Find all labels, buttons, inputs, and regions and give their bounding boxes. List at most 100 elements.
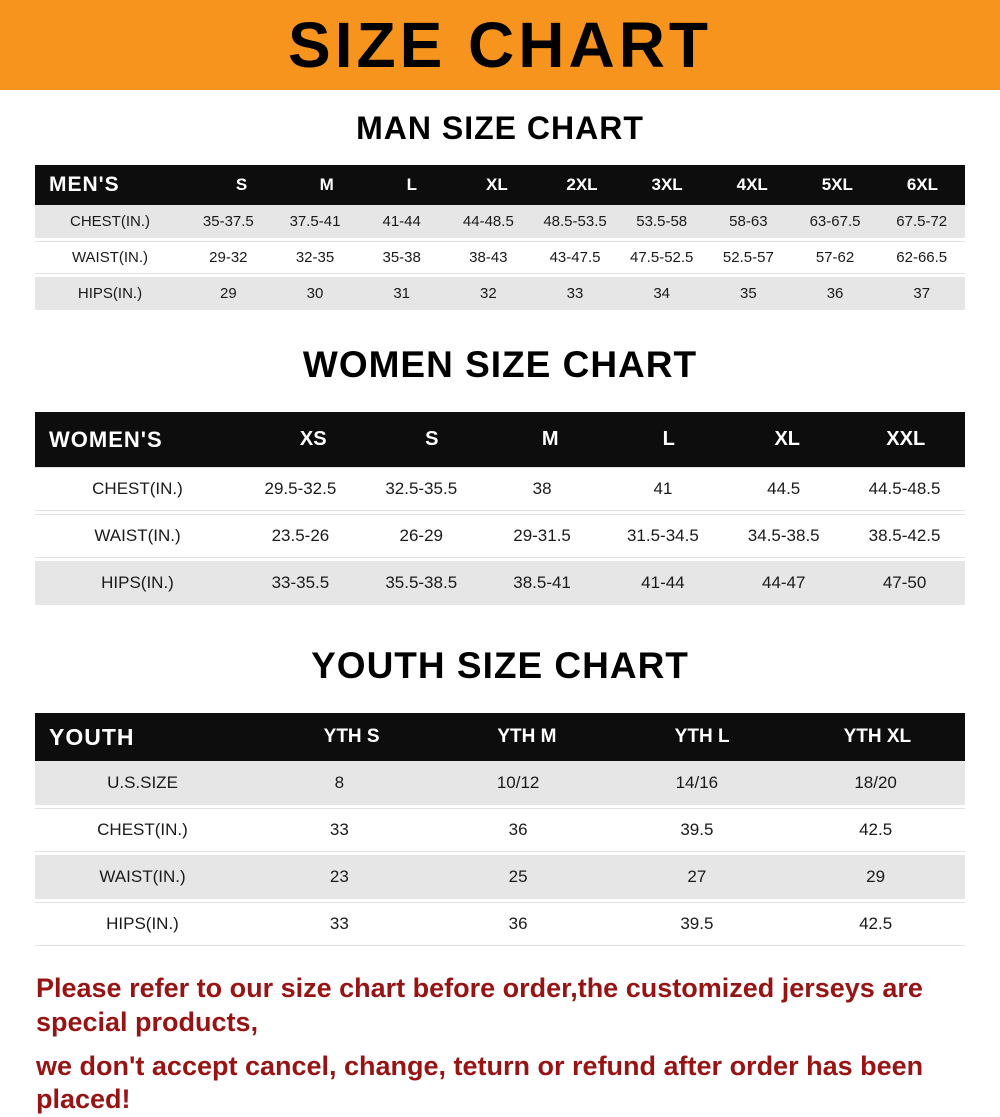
size-value-cell: 33 <box>250 820 429 840</box>
size-value-cell: 29 <box>185 285 272 302</box>
size-value-cell: 23.5-26 <box>240 526 361 546</box>
size-value-cell: 33-35.5 <box>240 573 361 593</box>
size-column-header: L <box>610 428 729 451</box>
size-value-cell: 38.5-41 <box>482 573 603 593</box>
table-name-cell: YOUTH <box>35 724 264 751</box>
table-name-cell: MEN'S <box>35 173 199 197</box>
size-value-cell: 58-63 <box>705 213 792 230</box>
size-value-cell: 14/16 <box>608 773 787 793</box>
size-value-cell: 52.5-57 <box>705 249 792 266</box>
size-column-header: 5XL <box>795 175 880 195</box>
row-label: HIPS(IN.) <box>35 285 185 302</box>
footer-note: Please refer to our size chart before or… <box>36 972 976 1117</box>
size-value-cell: 27 <box>608 867 787 887</box>
row-label: CHEST(IN.) <box>35 479 240 499</box>
size-value-cell: 36 <box>429 820 608 840</box>
row-label: WAIST(IN.) <box>35 526 240 546</box>
size-value-cell: 33 <box>532 285 619 302</box>
size-column-header: 6XL <box>880 175 965 195</box>
row-label: HIPS(IN.) <box>35 573 240 593</box>
size-column-header: S <box>199 175 284 195</box>
size-value-cell: 63-67.5 <box>792 213 879 230</box>
size-value-cell: 36 <box>429 914 608 934</box>
size-value-cell: 48.5-53.5 <box>532 213 619 230</box>
size-value-cell: 41 <box>602 479 723 499</box>
size-column-header: L <box>369 175 454 195</box>
row-label: CHEST(IN.) <box>35 820 250 840</box>
size-value-cell: 37 <box>878 285 965 302</box>
row-label: CHEST(IN.) <box>35 213 185 230</box>
size-value-cell: 37.5-41 <box>272 213 359 230</box>
size-column-header: 4XL <box>710 175 795 195</box>
size-value-cell: 39.5 <box>608 820 787 840</box>
size-value-cell: 32-35 <box>272 249 359 266</box>
size-value-cell: 44.5-48.5 <box>844 479 965 499</box>
size-value-cell: 8 <box>250 773 429 793</box>
size-value-cell: 38 <box>482 479 603 499</box>
row-label: WAIST(IN.) <box>35 867 250 887</box>
size-value-cell: 35 <box>705 285 792 302</box>
size-value-cell: 26-29 <box>361 526 482 546</box>
size-column-header: YTH XL <box>790 726 965 748</box>
size-value-cell: 29-31.5 <box>482 526 603 546</box>
size-value-cell: 33 <box>250 914 429 934</box>
size-value-cell: 29.5-32.5 <box>240 479 361 499</box>
size-value-cell: 10/12 <box>429 773 608 793</box>
youth-section-heading: YOUTH SIZE CHART <box>0 645 1000 687</box>
size-value-cell: 44.5 <box>723 479 844 499</box>
size-value-cell: 25 <box>429 867 608 887</box>
size-value-cell: 30 <box>272 285 359 302</box>
size-value-cell: 38-43 <box>445 249 532 266</box>
size-value-cell: 42.5 <box>786 820 965 840</box>
size-value-cell: 35.5-38.5 <box>361 573 482 593</box>
size-value-cell: 32.5-35.5 <box>361 479 482 499</box>
size-value-cell: 34 <box>618 285 705 302</box>
size-value-cell: 29 <box>786 867 965 887</box>
size-column-header: XS <box>254 428 373 451</box>
size-value-cell: 39.5 <box>608 914 787 934</box>
size-value-cell: 44-47 <box>723 573 844 593</box>
size-value-cell: 38.5-42.5 <box>844 526 965 546</box>
size-value-cell: 42.5 <box>786 914 965 934</box>
size-value-cell: 35-38 <box>358 249 445 266</box>
size-value-cell: 31.5-34.5 <box>602 526 723 546</box>
size-value-cell: 53.5-58 <box>618 213 705 230</box>
size-value-cell: 62-66.5 <box>878 249 965 266</box>
size-value-cell: 57-62 <box>792 249 879 266</box>
banner: SIZE CHART <box>0 0 1000 90</box>
size-value-cell: 47.5-52.5 <box>618 249 705 266</box>
size-value-cell: 41-44 <box>602 573 723 593</box>
size-value-cell: 34.5-38.5 <box>723 526 844 546</box>
footer-line-1: Please refer to our size chart before or… <box>36 972 976 1040</box>
footer-line-2: we don't accept cancel, change, teturn o… <box>36 1050 976 1117</box>
size-value-cell: 23 <box>250 867 429 887</box>
size-column-header: M <box>284 175 369 195</box>
table-name-cell: WOMEN'S <box>35 427 254 453</box>
size-column-header: XL <box>728 428 847 451</box>
men-section-heading: MAN SIZE CHART <box>0 110 1000 147</box>
row-label: WAIST(IN.) <box>35 249 185 266</box>
size-column-header: YTH L <box>615 726 790 748</box>
size-column-header: YTH S <box>264 726 439 748</box>
size-column-header: XL <box>454 175 539 195</box>
size-value-cell: 43-47.5 <box>532 249 619 266</box>
size-value-cell: 32 <box>445 285 532 302</box>
size-value-cell: 31 <box>358 285 445 302</box>
size-value-cell: 41-44 <box>358 213 445 230</box>
size-value-cell: 29-32 <box>185 249 272 266</box>
size-column-header: XXL <box>847 428 966 451</box>
size-column-header: S <box>373 428 492 451</box>
